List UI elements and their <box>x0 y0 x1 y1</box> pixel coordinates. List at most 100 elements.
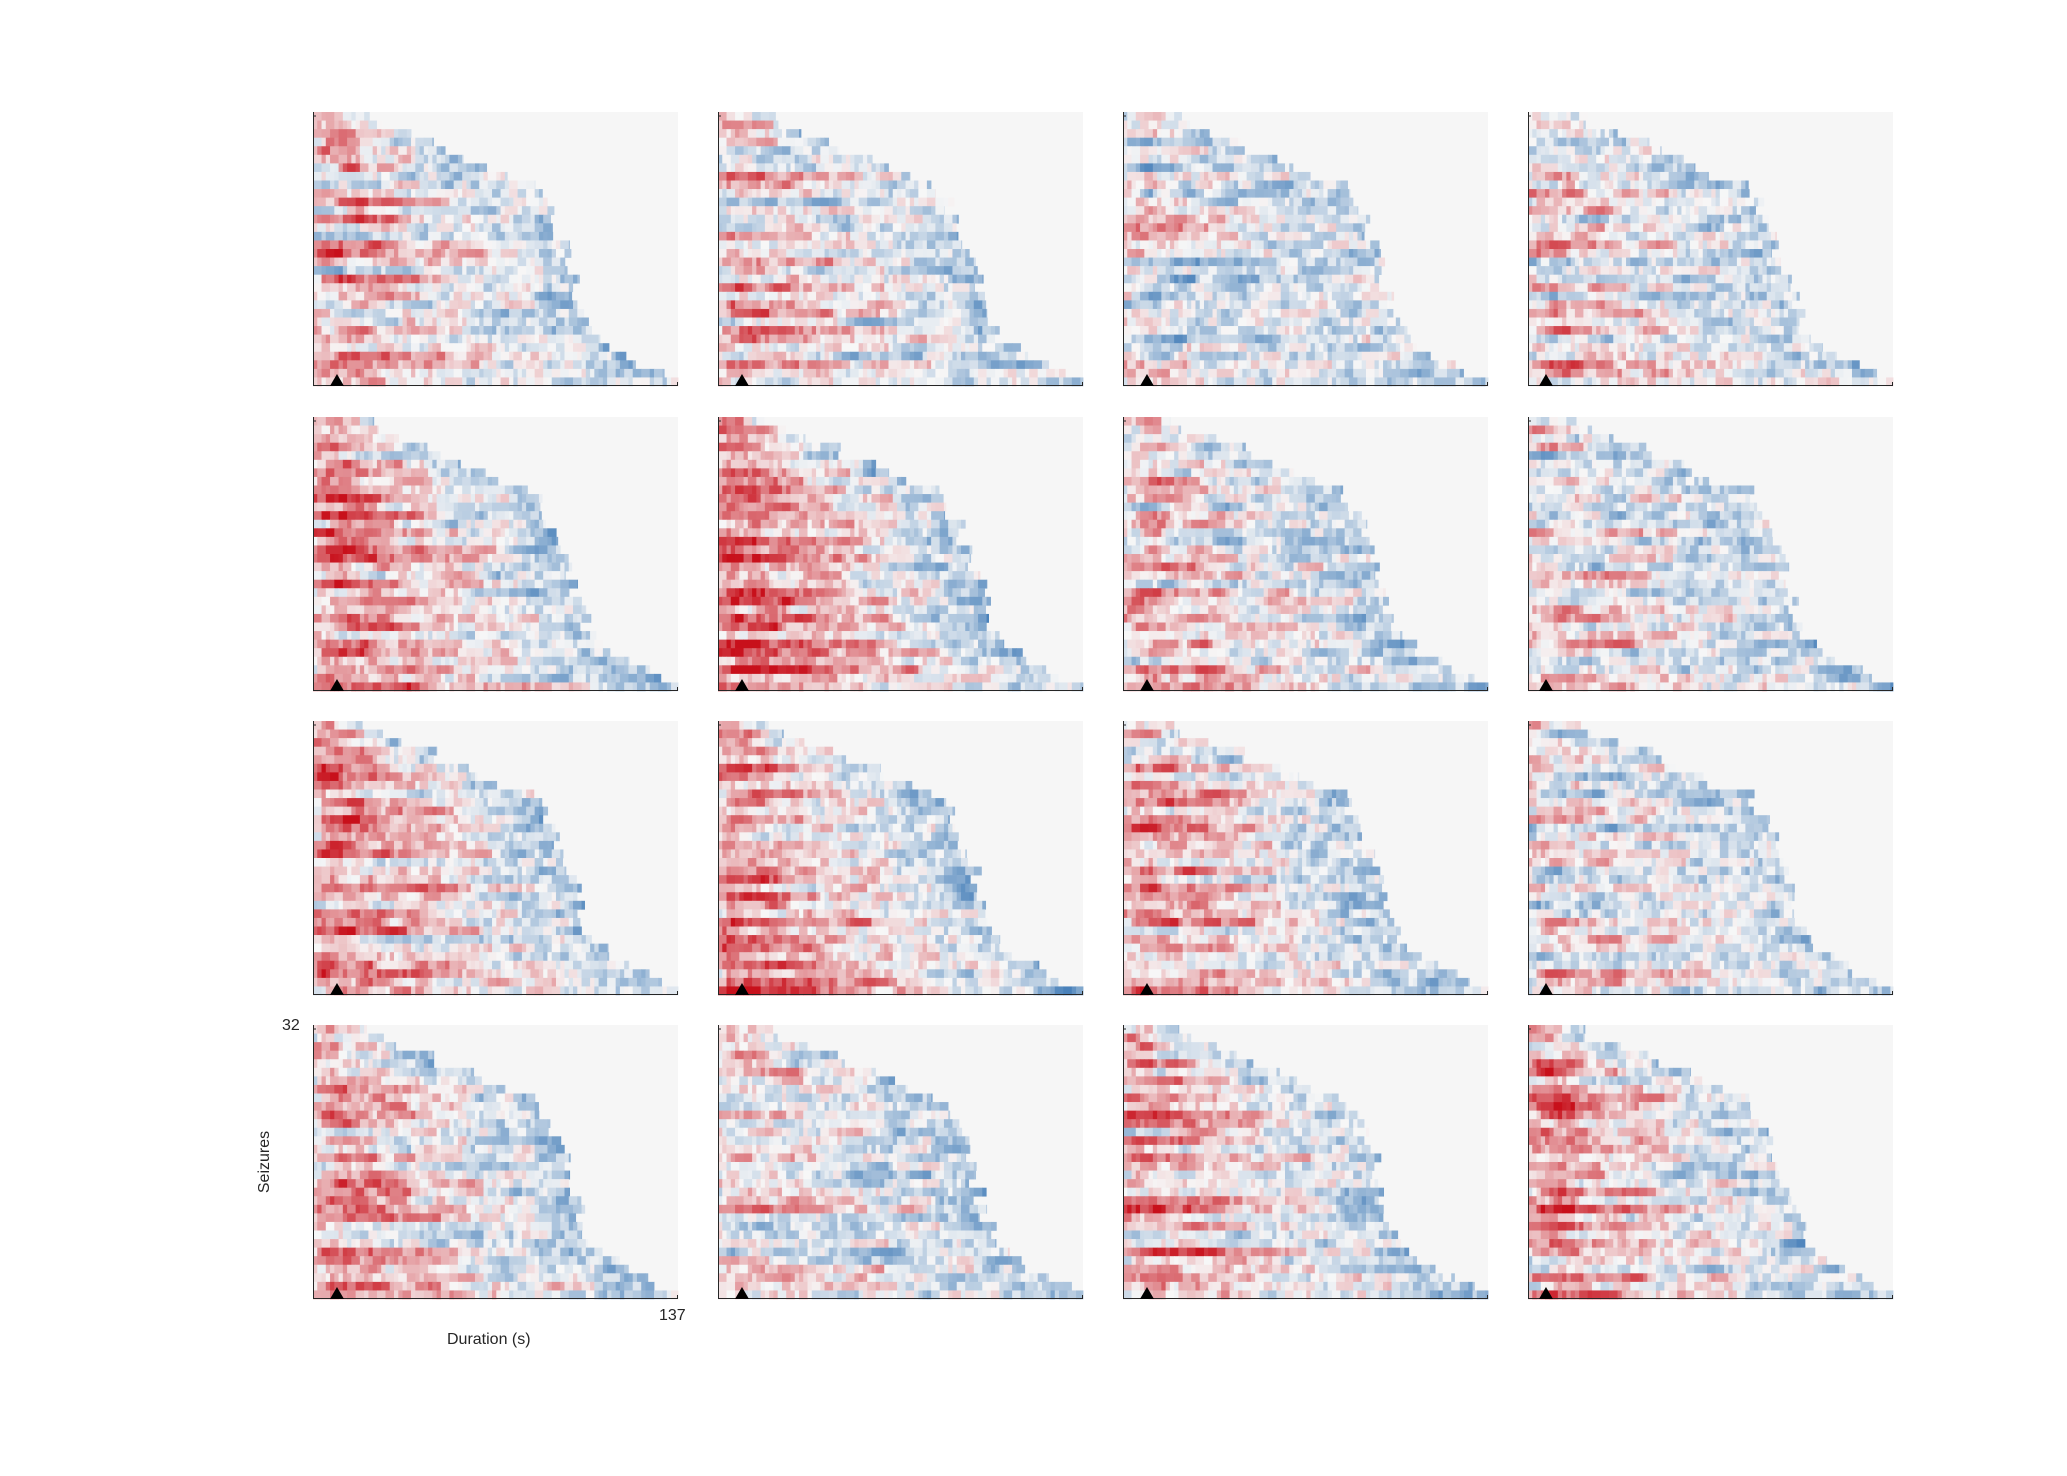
heatmap-cell <box>1749 343 1755 353</box>
heatmap-cell <box>330 180 335 190</box>
heatmap-cell <box>1140 163 1145 173</box>
heatmap-cell <box>1549 163 1559 173</box>
heatmap-cell <box>1660 266 1670 275</box>
heatmap-cell <box>1732 240 1742 250</box>
heatmap-cell <box>1408 368 1418 378</box>
heatmap-cell <box>1238 189 1248 198</box>
heatmap-cell <box>790 368 800 378</box>
heatmap-cell <box>935 368 941 378</box>
heatmap-cell <box>406 249 416 258</box>
heatmap-cell <box>364 266 374 275</box>
heatmap-cell <box>359 351 369 361</box>
heatmap-cell <box>538 308 544 318</box>
heatmap-cell <box>854 317 864 327</box>
heatmap-cell <box>1024 368 1030 378</box>
heatmap-cell <box>1353 257 1358 267</box>
heatmap-cell <box>1792 334 1802 344</box>
heatmap-cell <box>1178 197 1184 207</box>
heatmap-cell <box>820 274 830 284</box>
heatmap-cell <box>986 377 992 387</box>
heatmap-cell <box>1144 189 1149 198</box>
heatmap-cell <box>338 442 348 452</box>
heatmap-cell <box>1370 266 1375 275</box>
heatmap-cell <box>901 300 906 310</box>
heatmap-cell <box>423 146 429 156</box>
heatmap-cell <box>1131 343 1141 353</box>
heatmap-cell <box>735 360 740 370</box>
heatmap-cell <box>939 274 945 284</box>
heatmap-cell <box>1157 163 1162 173</box>
heatmap-cell <box>428 274 433 284</box>
heatmap-cell <box>897 360 902 370</box>
heatmap-cell <box>385 434 395 443</box>
heatmap-cell <box>445 249 450 258</box>
heatmap-cell <box>1604 368 1614 378</box>
heatmap-cell <box>470 377 476 387</box>
heatmap-cell <box>1685 240 1691 250</box>
heatmap-cell <box>526 197 531 207</box>
heatmap-cell <box>398 171 408 181</box>
heatmap-cell <box>1621 334 1627 344</box>
heatmap-cell <box>939 317 945 327</box>
heatmap-cell <box>432 451 441 461</box>
heatmap-cell <box>943 317 949 327</box>
heatmap-cell <box>1127 266 1137 275</box>
heatmap-cell <box>1293 351 1299 361</box>
heatmap-cell <box>850 197 860 207</box>
heatmap-cell <box>1638 223 1644 233</box>
heatmap-cell <box>1161 206 1167 216</box>
heatmap-cell <box>436 171 442 181</box>
heatmap-cell <box>1711 326 1716 335</box>
heatmap-cell <box>1685 206 1691 216</box>
heatmap-cell <box>960 377 966 387</box>
heatmap-cell <box>850 163 855 173</box>
heatmap-cell <box>368 274 378 284</box>
heatmap-cell <box>1144 137 1154 147</box>
heatmap-cell <box>1127 180 1132 190</box>
heatmap-cell <box>794 223 804 233</box>
heatmap-cell <box>764 163 774 173</box>
heatmap-cell <box>1702 326 1712 335</box>
heatmap-cell <box>1221 274 1230 284</box>
heatmap-cell <box>1127 163 1137 173</box>
heatmap-cell <box>376 459 382 469</box>
heatmap-cell <box>1370 334 1380 344</box>
heatmap-cell <box>1758 231 1768 241</box>
heatmap-cell <box>867 171 872 181</box>
heatmap-cell <box>1272 180 1277 190</box>
heatmap-cell <box>466 377 472 387</box>
heatmap-cell <box>1169 163 1175 173</box>
heatmap-cell <box>960 360 970 370</box>
heatmap-cell <box>1263 326 1269 335</box>
heatmap-cell <box>730 214 736 224</box>
heatmap-cell <box>833 343 843 353</box>
heatmap-cell <box>1174 197 1179 207</box>
heatmap-cell <box>1186 154 1192 164</box>
heatmap-cell <box>615 360 621 370</box>
heatmap-cell <box>1655 223 1665 233</box>
heatmap-cell <box>1532 206 1542 216</box>
heatmap-cell <box>1331 377 1337 387</box>
heatmap-cell <box>1553 266 1563 275</box>
heatmap-cell <box>419 231 429 241</box>
heatmap-cell <box>1438 368 1448 378</box>
heatmap-cell <box>1297 189 1303 198</box>
heatmap-cell <box>786 274 791 284</box>
heatmap-cell <box>1741 240 1746 250</box>
heatmap-cell <box>1357 377 1367 387</box>
heatmap-cell <box>364 494 374 503</box>
heatmap-cell <box>722 351 732 361</box>
heatmap-cell <box>330 163 335 173</box>
heatmap-cell <box>1707 360 1716 370</box>
heatmap-cell <box>909 231 919 241</box>
heatmap-cell <box>470 308 476 318</box>
heatmap-cell <box>364 283 369 293</box>
heatmap-cell <box>321 377 327 387</box>
heatmap-cell <box>858 266 868 275</box>
heatmap-cell <box>756 223 766 233</box>
heatmap-cell <box>376 146 382 156</box>
heatmap-cell <box>406 197 416 207</box>
heatmap-cell <box>1250 291 1256 301</box>
heatmap-cell <box>1238 343 1248 353</box>
heatmap-cell <box>816 154 821 164</box>
